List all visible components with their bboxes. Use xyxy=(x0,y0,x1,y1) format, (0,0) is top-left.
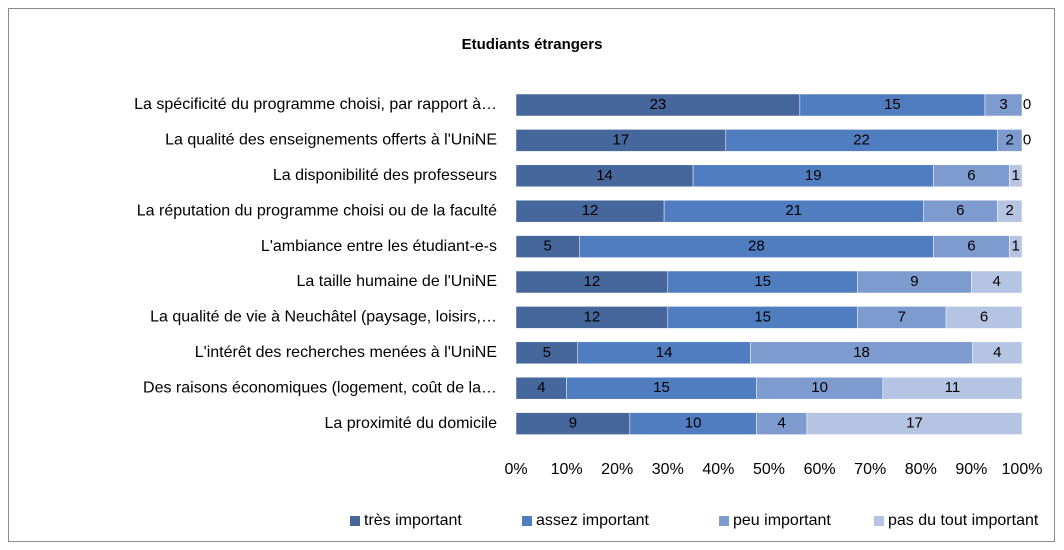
legend-label: assez important xyxy=(536,512,649,529)
data-label: 10 xyxy=(811,379,828,396)
data-label: 23 xyxy=(650,96,667,113)
legend-swatch xyxy=(350,516,360,526)
category-label: La qualité de vie à Neuchâtel (paysage, … xyxy=(150,309,497,326)
category-label: La proximité du domicile xyxy=(324,415,497,432)
legend-swatch xyxy=(719,516,729,526)
x-tick-label: 10% xyxy=(551,461,583,478)
data-label: 4 xyxy=(777,415,785,432)
data-label: 6 xyxy=(980,308,988,325)
data-label: 14 xyxy=(656,344,673,361)
x-tick-label: 20% xyxy=(601,461,633,478)
data-label: 3 xyxy=(999,96,1007,113)
legend-label: très important xyxy=(364,512,462,529)
data-label: 12 xyxy=(582,202,599,219)
category-label: La spécificité du programme choisi, par … xyxy=(134,96,497,113)
data-label: 9 xyxy=(910,273,918,290)
bar-segment xyxy=(971,270,1023,294)
data-label: 1 xyxy=(1012,167,1020,184)
bar-segment xyxy=(997,199,1023,223)
category-label: La taille humaine de l'UniNE xyxy=(297,273,498,290)
chart-title: Etudiants étrangers xyxy=(462,36,603,53)
bar-segment xyxy=(972,341,1023,365)
data-label: 15 xyxy=(653,379,670,396)
bar-segment xyxy=(806,412,1023,435)
data-label: 5 xyxy=(543,238,551,255)
legend-label: pas du tout important xyxy=(888,512,1039,529)
data-label: 10 xyxy=(685,415,702,432)
x-tick-label: 50% xyxy=(753,461,785,478)
data-label: 0 xyxy=(1023,96,1031,113)
data-label: 17 xyxy=(613,131,630,148)
data-label: 28 xyxy=(748,238,765,255)
legend-swatch xyxy=(874,516,884,526)
bar-segment xyxy=(1009,164,1023,188)
x-tick-label: 0% xyxy=(504,461,527,478)
data-label: 7 xyxy=(898,308,906,325)
data-label: 21 xyxy=(785,202,802,219)
legend-swatch xyxy=(522,516,532,526)
x-tick-label: 80% xyxy=(905,461,937,478)
data-label: 15 xyxy=(754,273,771,290)
data-label: 5 xyxy=(543,344,551,361)
bar-segment xyxy=(945,306,1023,329)
data-label: 0 xyxy=(1023,131,1031,148)
bar-segment xyxy=(997,129,1023,152)
data-label: 4 xyxy=(537,379,545,396)
data-label: 1 xyxy=(1012,238,1020,255)
data-label: 14 xyxy=(596,167,613,184)
data-label: 6 xyxy=(967,238,975,255)
data-label: 6 xyxy=(967,167,975,184)
category-label: La réputation du programme choisi ou de … xyxy=(137,202,497,219)
data-label: 11 xyxy=(945,379,961,396)
category-label: La qualité des enseignements offerts à l… xyxy=(165,132,497,149)
data-label: 22 xyxy=(853,131,870,148)
bar-segment xyxy=(984,93,1023,117)
x-tick-label: 90% xyxy=(955,461,987,478)
bar-segment xyxy=(1009,235,1023,258)
x-tick-label: 40% xyxy=(702,461,734,478)
x-tick-label: 100% xyxy=(1002,461,1043,478)
data-label: 19 xyxy=(805,167,822,184)
legend-label: peu important xyxy=(733,512,831,529)
category-label: L'ambiance entre les étudiant-e-s xyxy=(261,238,497,255)
data-label: 2 xyxy=(1005,131,1013,148)
data-label: 9 xyxy=(569,415,577,432)
data-label: 18 xyxy=(853,344,870,361)
bar-segment xyxy=(882,376,1023,400)
category-label: L'intérêt des recherches menées à l'UniN… xyxy=(195,344,497,361)
data-label: 15 xyxy=(884,96,901,113)
data-label: 4 xyxy=(993,273,1001,290)
category-label: Des raisons économiques (logement, coût … xyxy=(143,379,497,396)
data-label: 2 xyxy=(1005,202,1013,219)
category-label: La disponibilité des professeurs xyxy=(273,167,497,184)
data-label: 17 xyxy=(906,415,923,432)
x-tick-label: 60% xyxy=(804,461,836,478)
data-label: 15 xyxy=(754,308,771,325)
x-tick-label: 30% xyxy=(652,461,684,478)
x-tick-label: 70% xyxy=(854,461,886,478)
data-label: 4 xyxy=(993,344,1001,361)
data-label: 12 xyxy=(584,273,601,290)
data-label: 12 xyxy=(584,308,601,325)
data-label: 6 xyxy=(956,202,964,219)
